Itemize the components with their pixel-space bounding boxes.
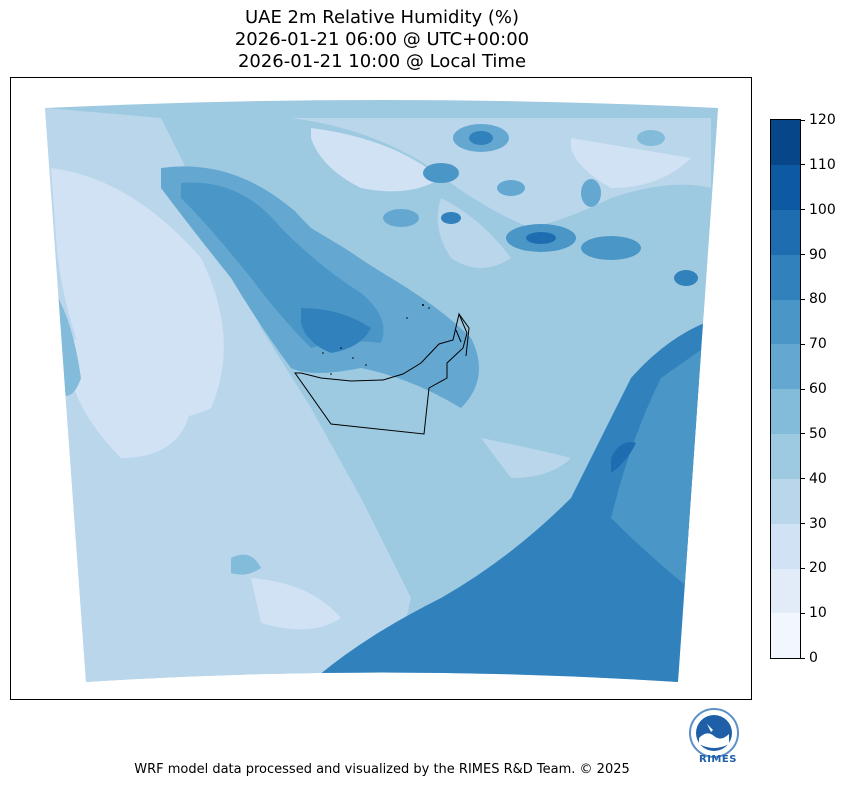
map-panel: RIMES — [10, 77, 752, 765]
colorbar-segment — [771, 120, 800, 165]
footer-credit: WRF model data processed and visualized … — [134, 762, 630, 777]
uae-boundary — [294, 312, 470, 435]
colorbar-segment — [771, 254, 800, 300]
colorbar-tick — [801, 433, 805, 435]
colorbar-tick-label: 60 — [809, 381, 827, 397]
colorbar-tick-label: 110 — [809, 156, 836, 173]
colorbar-segment — [771, 478, 800, 524]
colorbar-segment — [771, 523, 800, 569]
logo-text: RIMES — [699, 754, 737, 765]
colorbar-tick-label: 40 — [809, 470, 827, 487]
local-time-label: 2026-01-21 10:00 @ Local Time — [237, 51, 527, 72]
colorbar-segment — [771, 568, 800, 614]
colorbar-tick — [801, 612, 805, 614]
colorbar-tick-label: 50 — [809, 425, 827, 442]
colorbar-segment — [771, 389, 800, 434]
colorbar — [770, 119, 801, 659]
colorbar-tick-label: 10 — [809, 605, 827, 622]
colorbar-tick — [801, 478, 805, 480]
rimes-logo — [687, 706, 741, 768]
colorbar-tick — [801, 523, 805, 524]
colorbar-tick-label: 120 — [809, 112, 836, 128]
uae-islands — [322, 304, 430, 375]
colorbar-tick — [801, 388, 805, 390]
colorbar-tick — [801, 119, 805, 121]
colorbar-tick-label: 0 — [809, 650, 818, 666]
colorbar-tick-label: 20 — [809, 560, 827, 577]
colorbar-tick-label: 70 — [809, 336, 827, 353]
colorbar-tick — [801, 209, 805, 211]
colorbar-tick — [801, 254, 805, 255]
humidity-map — [45, 100, 718, 682]
map-title: UAE 2m Relative Humidity (%) — [244, 7, 520, 28]
colorbar-tick-label: 90 — [809, 246, 827, 263]
colorbar-tick-label: 80 — [809, 291, 827, 308]
colorbar-segment — [771, 433, 800, 479]
colorbar-tick — [801, 164, 805, 166]
colorbar-tick-label: 100 — [809, 201, 836, 218]
utc-time-label: 2026-01-21 06:00 @ UTC+00:00 — [234, 29, 530, 50]
colorbar-segment — [771, 164, 800, 210]
colorbar-segment — [771, 209, 800, 255]
colorbar-tick — [801, 657, 805, 659]
colorbar-tick — [801, 343, 805, 345]
colorbar-tick-label: 30 — [809, 515, 827, 532]
humidity-field — [45, 100, 718, 682]
colorbar-segment — [771, 613, 800, 659]
colorbar-segment — [771, 344, 800, 390]
colorbar-tick — [801, 298, 805, 300]
colorbar-segment — [771, 299, 800, 345]
colorbar-tick — [801, 567, 805, 569]
